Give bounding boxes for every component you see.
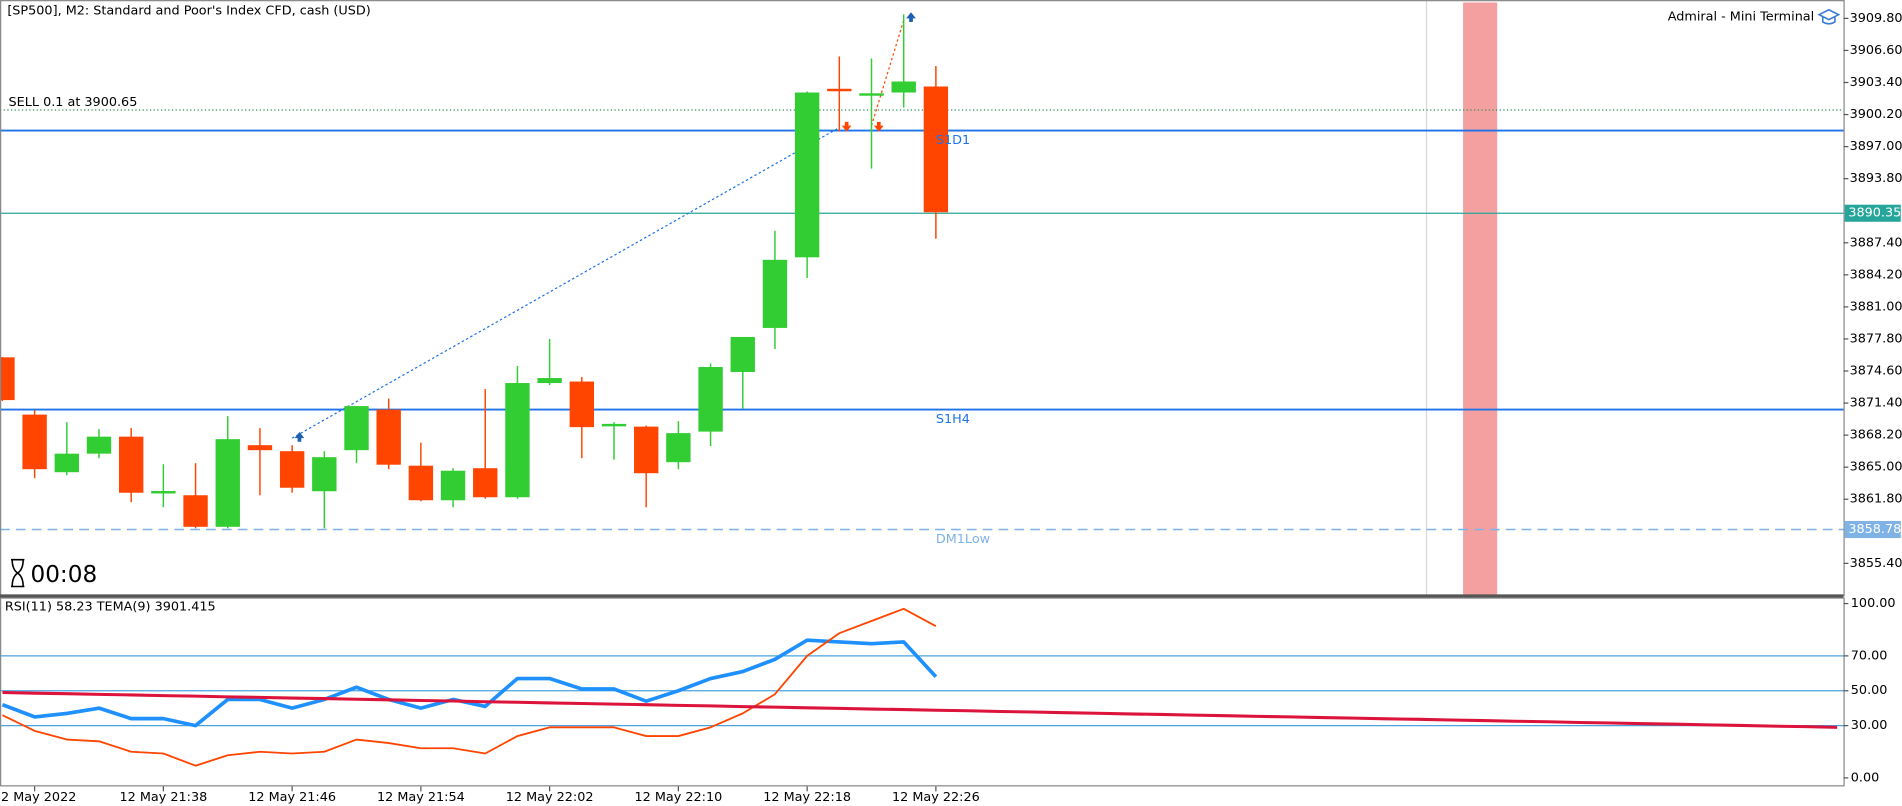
y-tick-label: 3855.40	[1850, 556, 1902, 571]
highlight-band	[1463, 2, 1498, 596]
candle-body	[634, 426, 659, 474]
candle-body	[0, 357, 15, 401]
candle-body	[22, 414, 47, 470]
price-box	[1844, 520, 1901, 539]
y-tick-label: 3871.40	[1850, 396, 1902, 411]
candle-body	[762, 259, 788, 328]
level-label: DM1Low	[936, 532, 990, 547]
candle-body	[505, 383, 530, 498]
rsi-frame	[0, 597, 1845, 787]
candle-body	[827, 88, 852, 92]
candle-body	[794, 92, 820, 258]
candle-body	[86, 436, 112, 454]
y-tick-label: 3884.20	[1850, 267, 1902, 282]
y-tick-label: 30.00	[1851, 718, 1888, 733]
candle-body	[891, 81, 916, 93]
y-tick-label: 3881.00	[1850, 299, 1902, 314]
indicator-line	[2, 607, 937, 767]
x-tick-label: 12 May 21:46	[248, 790, 336, 805]
price-box-label: 3890.35	[1848, 206, 1901, 221]
candle-body	[376, 409, 401, 465]
indicator-line	[2, 690, 1838, 729]
y-tick-label: 3865.00	[1850, 460, 1902, 475]
x-tick-label: 12 May 2022	[0, 790, 76, 805]
trade-marker	[294, 432, 305, 442]
level-label: S1D1	[936, 133, 970, 148]
candle-body	[440, 470, 466, 501]
x-tick-label: 12 May 22:18	[763, 790, 851, 805]
y-tick-label: 0.00	[1851, 770, 1880, 785]
y-tick-label: 3887.40	[1850, 235, 1902, 250]
level-label: S1H4	[936, 412, 970, 427]
terminal-icon	[1817, 8, 1841, 25]
axes	[0, 0, 1845, 787]
candle-body	[151, 491, 176, 494]
candle-body	[54, 453, 80, 473]
price-box	[1844, 204, 1901, 222]
y-tick-label: 3874.60	[1850, 364, 1902, 379]
y-tick-label: 50.00	[1851, 683, 1888, 698]
price-box-label: 3858.78	[1848, 522, 1901, 537]
indicator-label: RSI(11) 58.23 TEMA(9) 3901.415	[5, 600, 216, 615]
trade-marker	[938, 98, 949, 109]
y-tick-label: 3900.20	[1850, 107, 1902, 122]
trade-marker	[873, 121, 884, 132]
candle-body	[279, 451, 305, 488]
candle-body	[312, 457, 337, 492]
y-tick-label: 3903.40	[1850, 75, 1902, 90]
candle-body	[118, 436, 144, 493]
candle-body	[215, 439, 240, 527]
rsi-plot	[0, 607, 1844, 767]
candle-body	[408, 465, 434, 501]
y-tick-label: 3877.80	[1850, 331, 1902, 346]
main-plot	[0, 12, 1844, 531]
candle-body	[344, 406, 369, 451]
y-tick-label: 3861.80	[1850, 492, 1902, 507]
y-tick-label: 3897.00	[1850, 139, 1902, 154]
candle-body	[730, 336, 755, 373]
candle-body	[537, 378, 562, 384]
candle-body	[666, 433, 691, 463]
candle-body	[698, 367, 723, 432]
candle-body	[473, 468, 498, 498]
y-tick-label: 3868.20	[1850, 428, 1902, 443]
x-tick-label: 12 May 22:02	[506, 790, 594, 805]
y-tick-label: 3906.60	[1850, 43, 1902, 58]
timer-icon	[10, 558, 25, 588]
y-tick-label: 70.00	[1851, 648, 1888, 663]
candle-body	[183, 495, 208, 527]
x-tick-label: 12 May 21:54	[377, 790, 465, 805]
order-label: SELL 0.1 at 3900.65	[9, 95, 138, 110]
x-tick-label: 12 May 21:38	[119, 790, 207, 805]
chart-title: [SP500], M2: Standard and Poor's Index C…	[7, 4, 370, 19]
y-tick-label: 3909.80	[1850, 11, 1902, 26]
x-tick-label: 12 May 22:10	[634, 790, 722, 805]
trade-marker	[906, 12, 916, 23]
candle-body	[247, 445, 273, 451]
y-tick-label: 3893.80	[1850, 171, 1902, 186]
timer: 00:08	[30, 562, 97, 588]
trade-line	[870, 20, 905, 126]
x-tick-label: 12 May 22:26	[892, 790, 980, 805]
candle-body	[859, 93, 884, 96]
candle-body	[569, 381, 595, 428]
trade-marker	[841, 121, 852, 132]
candle-body	[601, 423, 627, 427]
indicator-line	[1, 638, 938, 728]
terminal-name: Admiral - Mini Terminal	[1668, 10, 1814, 25]
y-tick-label: 100.00	[1851, 596, 1896, 611]
